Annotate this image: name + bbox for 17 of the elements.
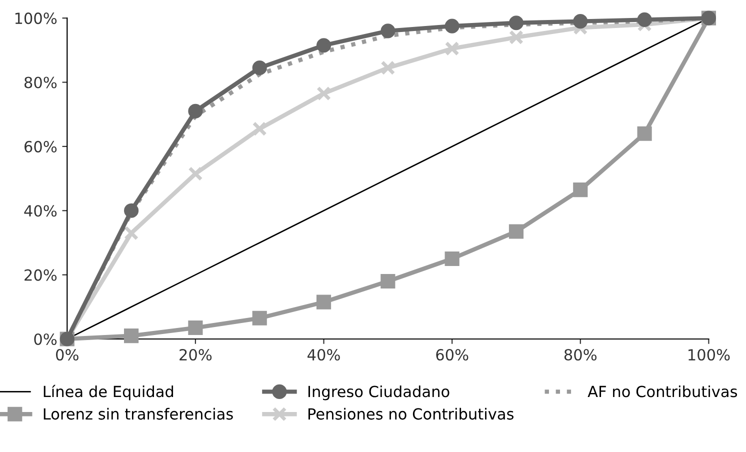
legend-label: AF no Contributivas	[588, 385, 738, 398]
y-tick-label: 0%	[34, 333, 57, 346]
y-tick-label: 80%	[24, 76, 57, 88]
y-tick-label: 20%	[24, 269, 57, 281]
x-tick-label: 80%	[564, 348, 597, 361]
legend-label: Ingreso Ciudadano	[308, 385, 450, 400]
x-tick-label: 20%	[180, 348, 212, 361]
legend-label: Pensiones no Contributivas	[308, 408, 514, 420]
x-tick-label: 40%	[308, 348, 340, 361]
y-tick-label: 60%	[24, 140, 57, 152]
x-tick-label: 100%	[688, 348, 730, 361]
y-tick-label: 100%	[15, 12, 57, 24]
x-tick-label: 0%	[56, 348, 78, 361]
legend-label: Línea de Equidad	[44, 384, 174, 400]
y-tick-label: 40%	[24, 205, 57, 217]
legend-label: Lorenz sin transferencias	[44, 408, 233, 420]
x-tick-label: 60%	[436, 348, 468, 361]
